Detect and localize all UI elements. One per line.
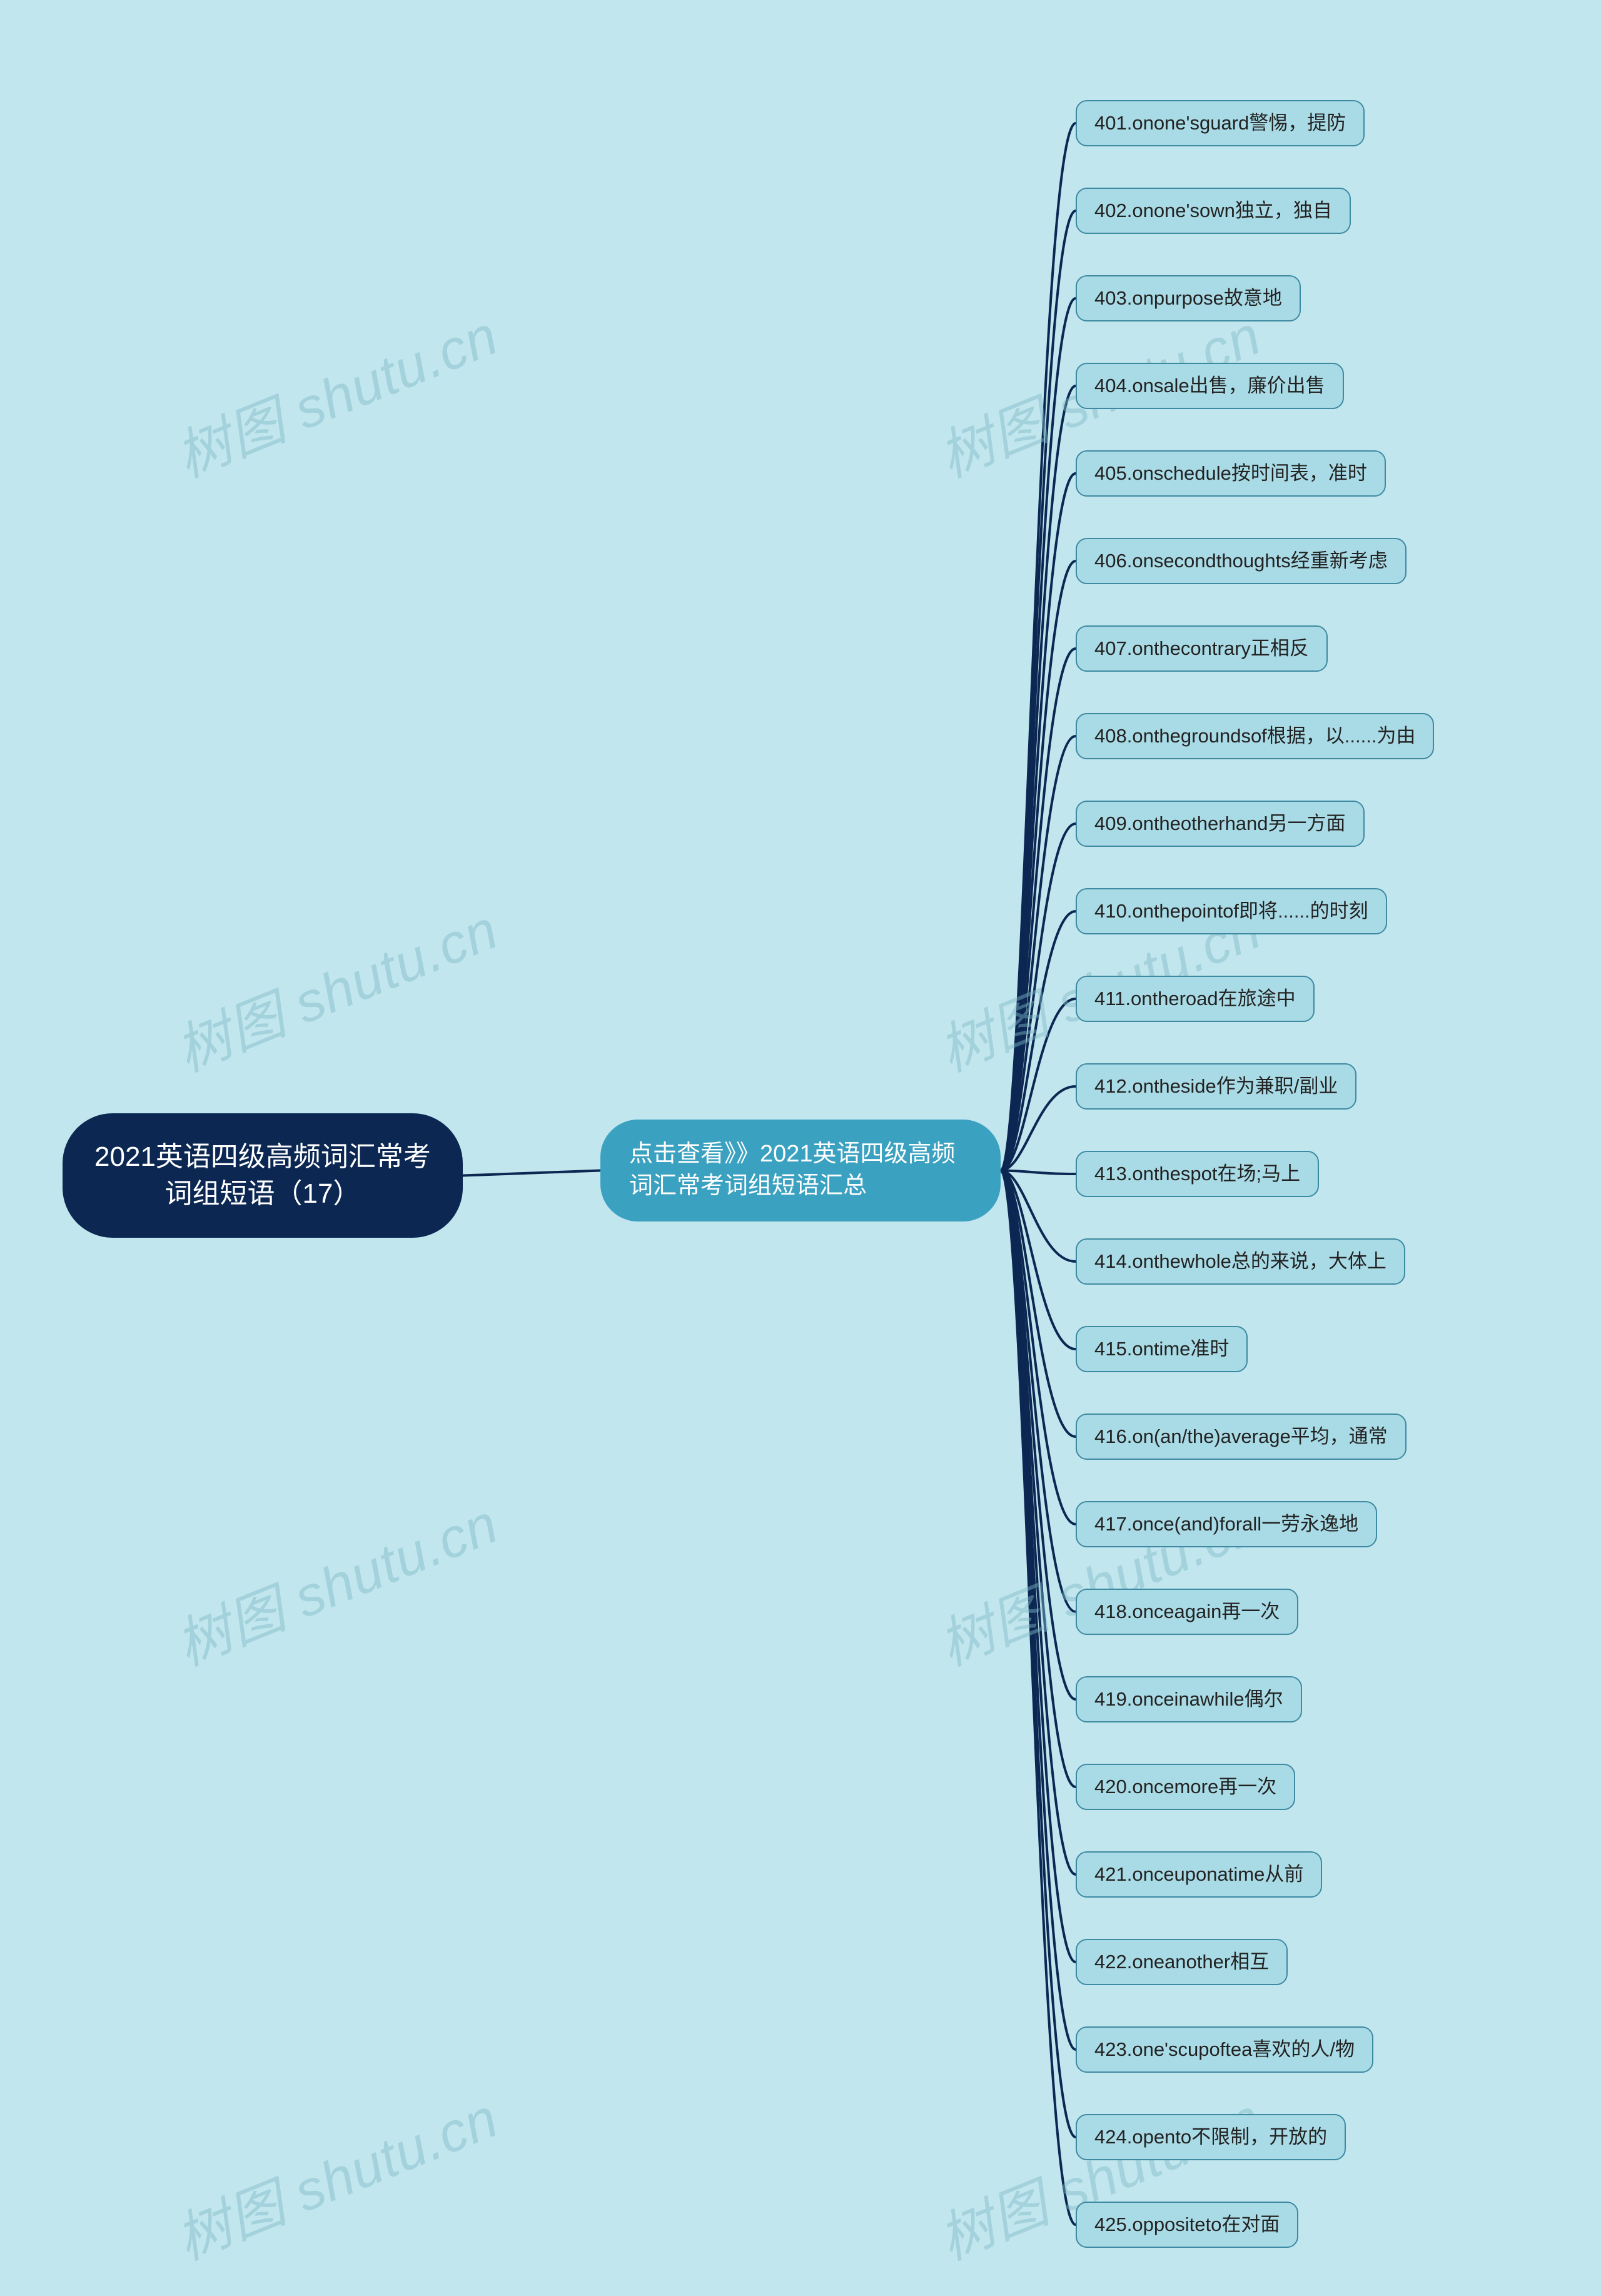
- watermark: 树图 shutu.cn: [163, 1480, 508, 1681]
- leaf-node[interactable]: 423.one'scupoftea喜欢的人/物: [1076, 2026, 1373, 2073]
- leaf-node[interactable]: 412.ontheside作为兼职/副业: [1076, 1063, 1356, 1110]
- leaf-node[interactable]: 409.ontheotherhand另一方面: [1076, 801, 1365, 847]
- leaf-node[interactable]: 407.onthecontrary正相反: [1076, 625, 1328, 672]
- leaf-node[interactable]: 422.oneanother相互: [1076, 1939, 1288, 1985]
- leaf-node[interactable]: 411.ontheroad在旅途中: [1076, 976, 1315, 1022]
- leaf-node[interactable]: 405.onschedule按时间表，准时: [1076, 450, 1386, 497]
- leaf-node[interactable]: 424.opento不限制，开放的: [1076, 2114, 1346, 2160]
- watermark: 树图 shutu.cn: [163, 2074, 508, 2275]
- leaf-node[interactable]: 403.onpurpose故意地: [1076, 275, 1301, 321]
- leaf-node[interactable]: 419.onceinawhile偶尔: [1076, 1676, 1302, 1722]
- leaf-node[interactable]: 413.onthespot在场;马上: [1076, 1151, 1319, 1197]
- mindmap-canvas: 2021英语四级高频词汇常考词组短语（17） 点击查看》》2021英语四级高频词…: [0, 0, 1601, 2296]
- leaf-node[interactable]: 404.onsale出售，廉价出售: [1076, 363, 1344, 409]
- mid-node[interactable]: 点击查看》》2021英语四级高频词汇常考词组短语汇总: [600, 1120, 1001, 1221]
- leaf-node[interactable]: 410.onthepointof即将......的时刻: [1076, 888, 1387, 934]
- watermark: 树图 shutu.cn: [163, 886, 508, 1087]
- root-node[interactable]: 2021英语四级高频词汇常考词组短语（17）: [63, 1113, 463, 1238]
- leaf-node[interactable]: 425.oppositeto在对面: [1076, 2202, 1298, 2248]
- leaf-node[interactable]: 414.onthewhole总的来说，大体上: [1076, 1238, 1405, 1285]
- leaf-node[interactable]: 408.onthegroundsof根据，以......为由: [1076, 713, 1434, 759]
- leaf-node[interactable]: 418.onceagain再一次: [1076, 1589, 1298, 1635]
- leaf-node[interactable]: 415.ontime准时: [1076, 1326, 1248, 1372]
- leaf-node[interactable]: 416.on(an/the)average平均，通常: [1076, 1414, 1407, 1460]
- leaf-node[interactable]: 406.onsecondthoughts经重新考虑: [1076, 538, 1407, 584]
- leaf-node[interactable]: 402.onone'sown独立，独自: [1076, 188, 1351, 234]
- leaf-node[interactable]: 421.onceuponatime从前: [1076, 1851, 1322, 1898]
- leaf-node[interactable]: 401.onone'sguard警惕，提防: [1076, 100, 1365, 146]
- leaf-node[interactable]: 417.once(and)forall一劳永逸地: [1076, 1501, 1377, 1547]
- leaf-node[interactable]: 420.oncemore再一次: [1076, 1764, 1295, 1810]
- watermark: 树图 shutu.cn: [163, 291, 508, 493]
